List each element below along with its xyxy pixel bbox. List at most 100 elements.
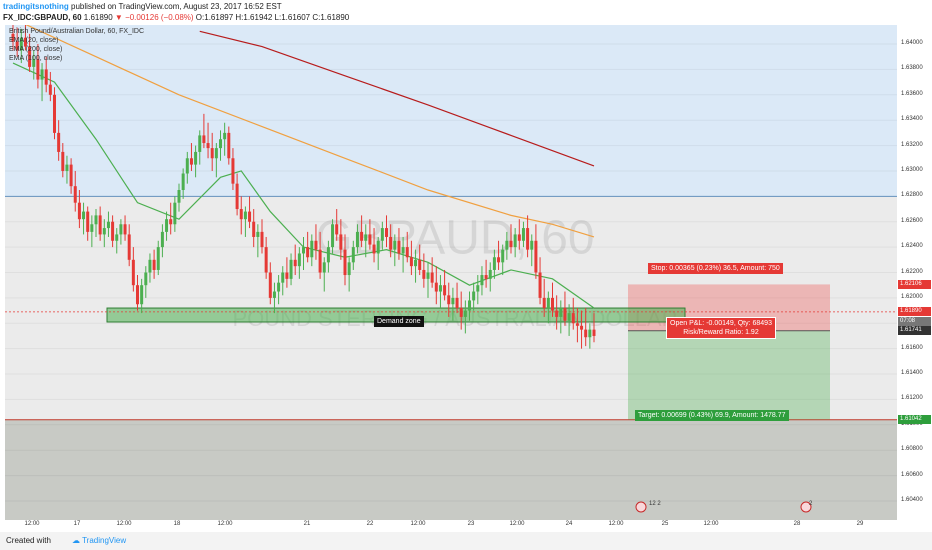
candle-body [331,224,335,248]
ema100-line [25,25,595,238]
candle-body [434,282,438,292]
legend-ema20[interactable]: EMA (20, close) [9,37,59,44]
ohlc-values: O:1.61897 H:1.61942 L:1.61607 C:1.61890 [195,13,350,22]
time-axis[interactable]: 12:00 17 12:00 18 12:00 21 22 12:00 23 12:00 24 12:… [5,520,897,532]
candle-body [347,262,351,276]
tradingview-logo[interactable]: ☁ TradingView [72,536,126,545]
candle-body [140,285,144,305]
open-pl-text: Open P&L: -0.00149, Qty: 68493 [670,320,772,327]
candle-body [571,313,575,324]
time-tick-label: 12:00 [410,521,426,527]
candle-body [397,240,401,254]
event-badge-count: 2 [809,501,813,507]
candle-body [131,259,135,286]
candle-body [517,234,521,241]
candle-body [501,249,505,263]
open-pl-label: Open P&L: -0.00149, Qty: 68493 Risk/Rewa… [666,317,776,339]
legend-ema200[interactable]: EMA (200, close) [9,46,63,53]
price-tick-label: 1.60600 [901,471,923,478]
entry-price-marker: 1.61741 [898,326,931,336]
candle-body [521,228,525,241]
candle-body [289,259,293,279]
candle-body [11,33,15,42]
candle-body [160,231,164,248]
legend-ema100[interactable]: EMA (100, close) [9,55,63,62]
candle-body [355,231,359,248]
candle-body [372,244,376,254]
candle-body [455,297,459,309]
tradingview-brand: TradingView [82,536,127,545]
candle-body [173,202,177,225]
symbol-label: FX_IDC:GBPAUD, 60 [3,13,82,22]
candle-body [198,135,202,152]
price-axis[interactable]: 1.64000 1.63800 1.63600 1.63400 1.63200 1.630… [897,25,932,520]
candle-body [389,236,393,250]
time-tick-label: 12:00 [116,521,132,527]
price-tick-label: 1.63600 [901,90,923,97]
candle-body [526,228,530,250]
candle-body [239,209,243,220]
candle-body [293,259,297,267]
candle-body [472,291,476,301]
candle-body [268,272,272,298]
chart-pane[interactable]: GBPAUD, 60POUND STERLING / AUSTRALIAN DO… [5,25,897,520]
candle-body [98,215,102,235]
candle-body [94,215,98,225]
blue-zone [5,25,897,197]
candle-body [44,69,48,85]
price-tick-label: 1.61600 [901,344,923,351]
candle-body [326,247,330,263]
candle-body [219,139,222,149]
price-tick-label: 1.64000 [901,40,923,47]
candle-body [210,148,214,159]
candle-body [123,224,127,235]
candle-body [185,158,189,174]
candle-body [551,297,554,311]
bar-countdown-marker: 07:08 [898,316,931,326]
candle-body [148,259,152,273]
candle-body [546,297,550,309]
candle-body [393,240,397,250]
time-tick-label: 25 [661,521,669,527]
candle-body [584,329,588,338]
candle-body [23,37,27,47]
time-tick-label: 18 [173,521,181,527]
price-tick-label: 1.60400 [901,496,923,503]
time-tick-label: 29 [856,521,864,527]
candle-body [542,297,546,309]
candle-body [102,228,106,235]
candle-body [343,249,347,276]
candle-body [351,247,355,263]
candle-body [538,272,542,298]
event-badge-icon [800,501,812,513]
stop-label: Stop: 0.00365 (0.23%) 36.5, Amount: 750 [648,263,783,274]
time-tick-label: 12:00 [24,521,40,527]
candle-body [136,285,139,305]
candle-body [206,143,210,149]
candle-body [57,132,61,152]
candle-body [181,173,185,190]
time-tick-label: 17 [73,521,81,527]
candle-body [476,285,480,292]
candle-body [463,310,467,317]
candle-body [567,313,571,321]
candle-body [28,46,32,67]
price-tick-label: 1.62000 [901,293,923,300]
candle-body [260,231,264,248]
author-link[interactable]: tradingitsnothing [3,2,69,11]
candle-body [513,234,517,248]
event-badge-count: 12 2 [649,501,661,507]
candle-body [497,257,501,263]
cloud-icon: ☁ [72,536,80,545]
candle-body [227,132,231,159]
candle-body [115,234,119,241]
candle-body [575,323,579,326]
legend-title: British Pound/Australian Dollar, 60, FX_… [9,28,145,35]
candle-body [364,234,368,241]
candle-body [152,259,156,270]
demand-zone-label: Demand zone [374,316,424,327]
candle-body [430,272,434,283]
candle-body [306,247,310,258]
candle-body [61,151,65,171]
candle-body [256,231,260,237]
